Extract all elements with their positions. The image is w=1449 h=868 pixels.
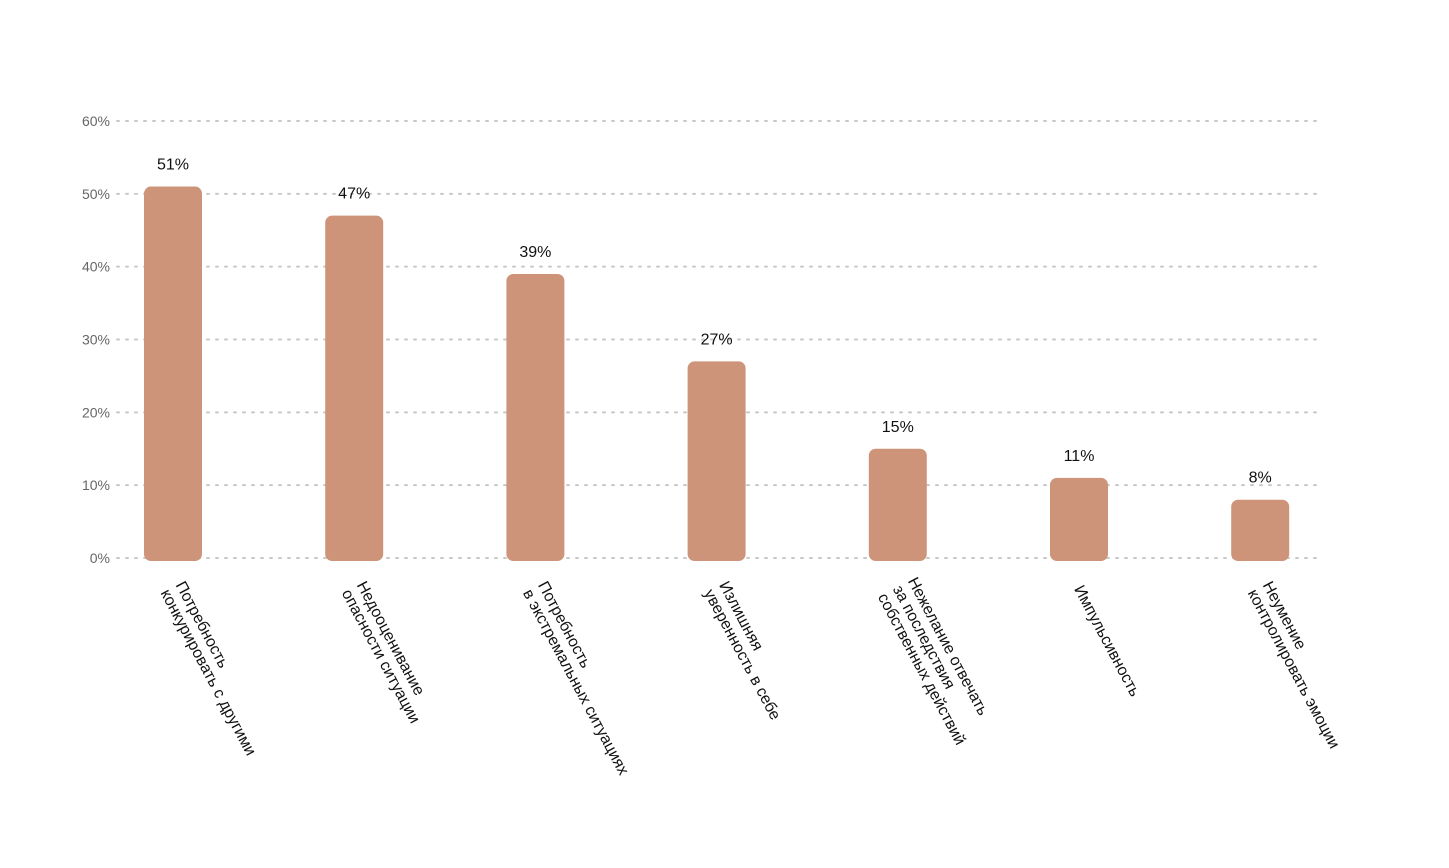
data-label: 39% xyxy=(519,244,551,261)
x-tick-label: Импульсивность xyxy=(1070,583,1143,700)
x-tick-label-line: в экстремальных ситуациях xyxy=(519,587,632,778)
data-label: 27% xyxy=(701,331,733,348)
y-axis-ticks: 0% 10% 20% 30% 40% 50% 60% xyxy=(82,113,110,566)
bar xyxy=(868,448,927,561)
bar xyxy=(325,215,384,561)
bars xyxy=(144,186,1290,562)
bar xyxy=(1231,499,1290,561)
y-tick-label: 10% xyxy=(82,477,110,493)
y-tick-label: 60% xyxy=(82,113,110,129)
data-label: 51% xyxy=(157,157,189,174)
y-tick-label: 40% xyxy=(82,259,110,275)
x-tick-label-line: Импульсивность xyxy=(1070,583,1143,700)
bar xyxy=(1050,477,1108,561)
x-tick-label-line: конкурировать с другими xyxy=(157,587,259,759)
bar xyxy=(687,361,746,561)
data-label: 8% xyxy=(1249,470,1272,487)
y-tick-label: 0% xyxy=(90,550,110,566)
value-labels: 51% 47% 39% 27% 15% 11% 8% xyxy=(157,157,1272,487)
x-tick-label-line: контролировать эмоции xyxy=(1244,587,1343,752)
bar xyxy=(144,186,202,562)
data-label: 47% xyxy=(338,186,370,203)
y-tick-label: 50% xyxy=(82,186,110,202)
data-label: 15% xyxy=(882,419,914,436)
grid-layer xyxy=(116,120,1319,559)
y-tick-label: 30% xyxy=(82,332,110,348)
bar xyxy=(506,273,565,561)
y-tick-label: 20% xyxy=(82,404,110,420)
data-label: 11% xyxy=(1064,448,1095,465)
